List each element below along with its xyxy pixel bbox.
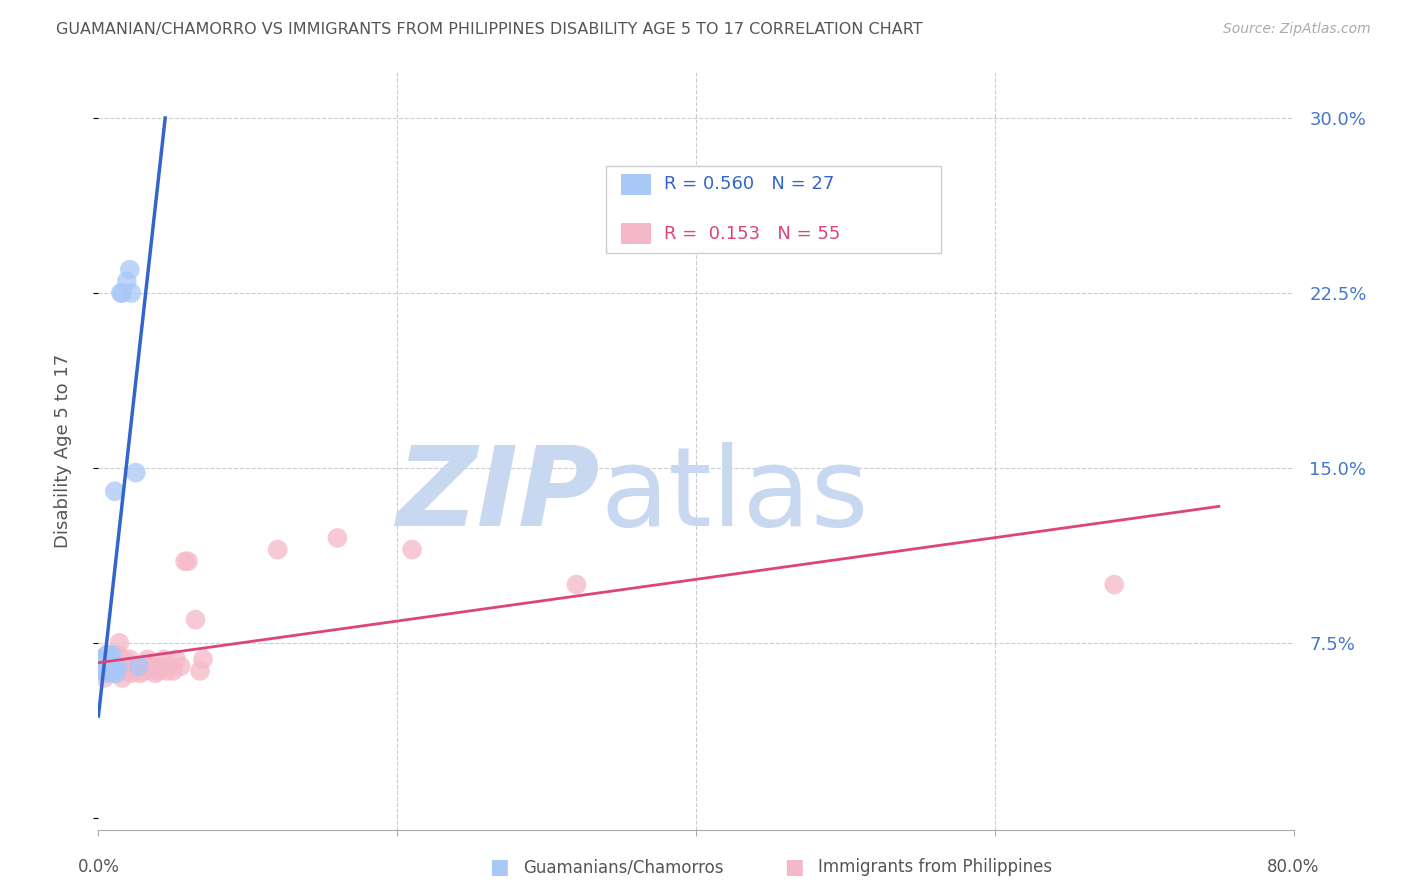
Point bbox=[118, 262, 141, 277]
Point bbox=[117, 659, 139, 673]
Point bbox=[174, 554, 197, 568]
Text: ZIP: ZIP bbox=[396, 442, 600, 549]
Text: atlas: atlas bbox=[600, 442, 869, 549]
Point bbox=[98, 666, 122, 681]
Point bbox=[159, 659, 181, 673]
Point bbox=[91, 659, 114, 673]
Point bbox=[267, 542, 290, 557]
Point bbox=[125, 466, 148, 480]
Point bbox=[108, 636, 131, 650]
Point bbox=[153, 652, 176, 666]
Point bbox=[104, 484, 127, 499]
Point bbox=[98, 664, 122, 678]
Point bbox=[105, 666, 128, 681]
Point bbox=[118, 652, 141, 666]
Point bbox=[97, 659, 120, 673]
Point bbox=[107, 648, 129, 662]
Point bbox=[111, 671, 134, 685]
Y-axis label: Disability Age 5 to 17: Disability Age 5 to 17 bbox=[53, 353, 72, 548]
Point bbox=[89, 659, 111, 673]
Bar bbox=[620, 223, 651, 244]
Point bbox=[93, 671, 115, 685]
Point bbox=[135, 659, 157, 673]
Point bbox=[169, 659, 191, 673]
Point bbox=[139, 664, 162, 678]
Point bbox=[101, 664, 124, 678]
Point bbox=[1104, 577, 1126, 591]
Point bbox=[110, 285, 132, 300]
Point bbox=[101, 648, 124, 662]
Point bbox=[326, 531, 349, 545]
Point bbox=[124, 659, 146, 673]
Point bbox=[125, 664, 148, 678]
Text: GUAMANIAN/CHAMORRO VS IMMIGRANTS FROM PHILIPPINES DISABILITY AGE 5 TO 17 CORRELA: GUAMANIAN/CHAMORRO VS IMMIGRANTS FROM PH… bbox=[56, 22, 922, 37]
FancyBboxPatch shape bbox=[606, 166, 941, 253]
Text: ■: ■ bbox=[489, 857, 509, 877]
Point bbox=[120, 666, 142, 681]
Text: 80.0%: 80.0% bbox=[1267, 857, 1320, 876]
Point bbox=[89, 652, 111, 666]
Point bbox=[90, 664, 112, 678]
Point bbox=[565, 577, 588, 591]
Point bbox=[165, 652, 187, 666]
Point bbox=[120, 285, 142, 300]
Point bbox=[96, 648, 118, 662]
Point bbox=[132, 664, 155, 678]
Text: Source: ZipAtlas.com: Source: ZipAtlas.com bbox=[1223, 22, 1371, 37]
Point bbox=[111, 285, 134, 300]
Point bbox=[191, 652, 214, 666]
Point bbox=[143, 666, 166, 681]
Point bbox=[114, 664, 136, 678]
Text: Immigrants from Philippines: Immigrants from Philippines bbox=[818, 858, 1053, 876]
Point bbox=[97, 664, 120, 678]
Point bbox=[89, 659, 111, 673]
Point bbox=[162, 664, 184, 678]
Point bbox=[90, 664, 112, 678]
Point bbox=[136, 652, 159, 666]
Point bbox=[110, 659, 132, 673]
Point bbox=[96, 659, 118, 673]
Point bbox=[94, 659, 117, 673]
Point bbox=[94, 666, 117, 681]
Point bbox=[96, 648, 118, 662]
Point bbox=[94, 664, 117, 678]
Point bbox=[184, 613, 207, 627]
Point bbox=[103, 655, 125, 669]
Point bbox=[103, 666, 125, 681]
Point bbox=[104, 659, 127, 673]
Point bbox=[401, 542, 423, 557]
Text: 0.0%: 0.0% bbox=[77, 857, 120, 876]
Point bbox=[103, 664, 125, 678]
Point bbox=[105, 664, 128, 678]
Point bbox=[129, 666, 152, 681]
Point bbox=[156, 664, 179, 678]
Point bbox=[188, 664, 211, 678]
Point bbox=[141, 659, 163, 673]
Point bbox=[98, 659, 122, 673]
Point bbox=[101, 659, 124, 673]
Bar bbox=[620, 174, 651, 195]
Text: R = 0.560   N = 27: R = 0.560 N = 27 bbox=[664, 176, 834, 194]
Point bbox=[93, 664, 115, 678]
Point bbox=[148, 664, 170, 678]
Point bbox=[96, 659, 118, 673]
Point bbox=[98, 652, 122, 666]
Point bbox=[177, 554, 200, 568]
Text: ■: ■ bbox=[785, 857, 804, 877]
Text: R =  0.153   N = 55: R = 0.153 N = 55 bbox=[664, 225, 839, 243]
Point bbox=[112, 652, 135, 666]
Point bbox=[97, 652, 120, 666]
Point bbox=[128, 659, 150, 673]
Point bbox=[127, 659, 149, 673]
Point bbox=[91, 652, 114, 666]
Point bbox=[91, 652, 114, 666]
Point bbox=[107, 659, 129, 673]
Point bbox=[91, 659, 114, 673]
Point bbox=[93, 652, 115, 666]
Text: Guamanians/Chamorros: Guamanians/Chamorros bbox=[523, 858, 724, 876]
Point bbox=[94, 652, 117, 666]
Point bbox=[150, 659, 173, 673]
Point bbox=[115, 274, 138, 288]
